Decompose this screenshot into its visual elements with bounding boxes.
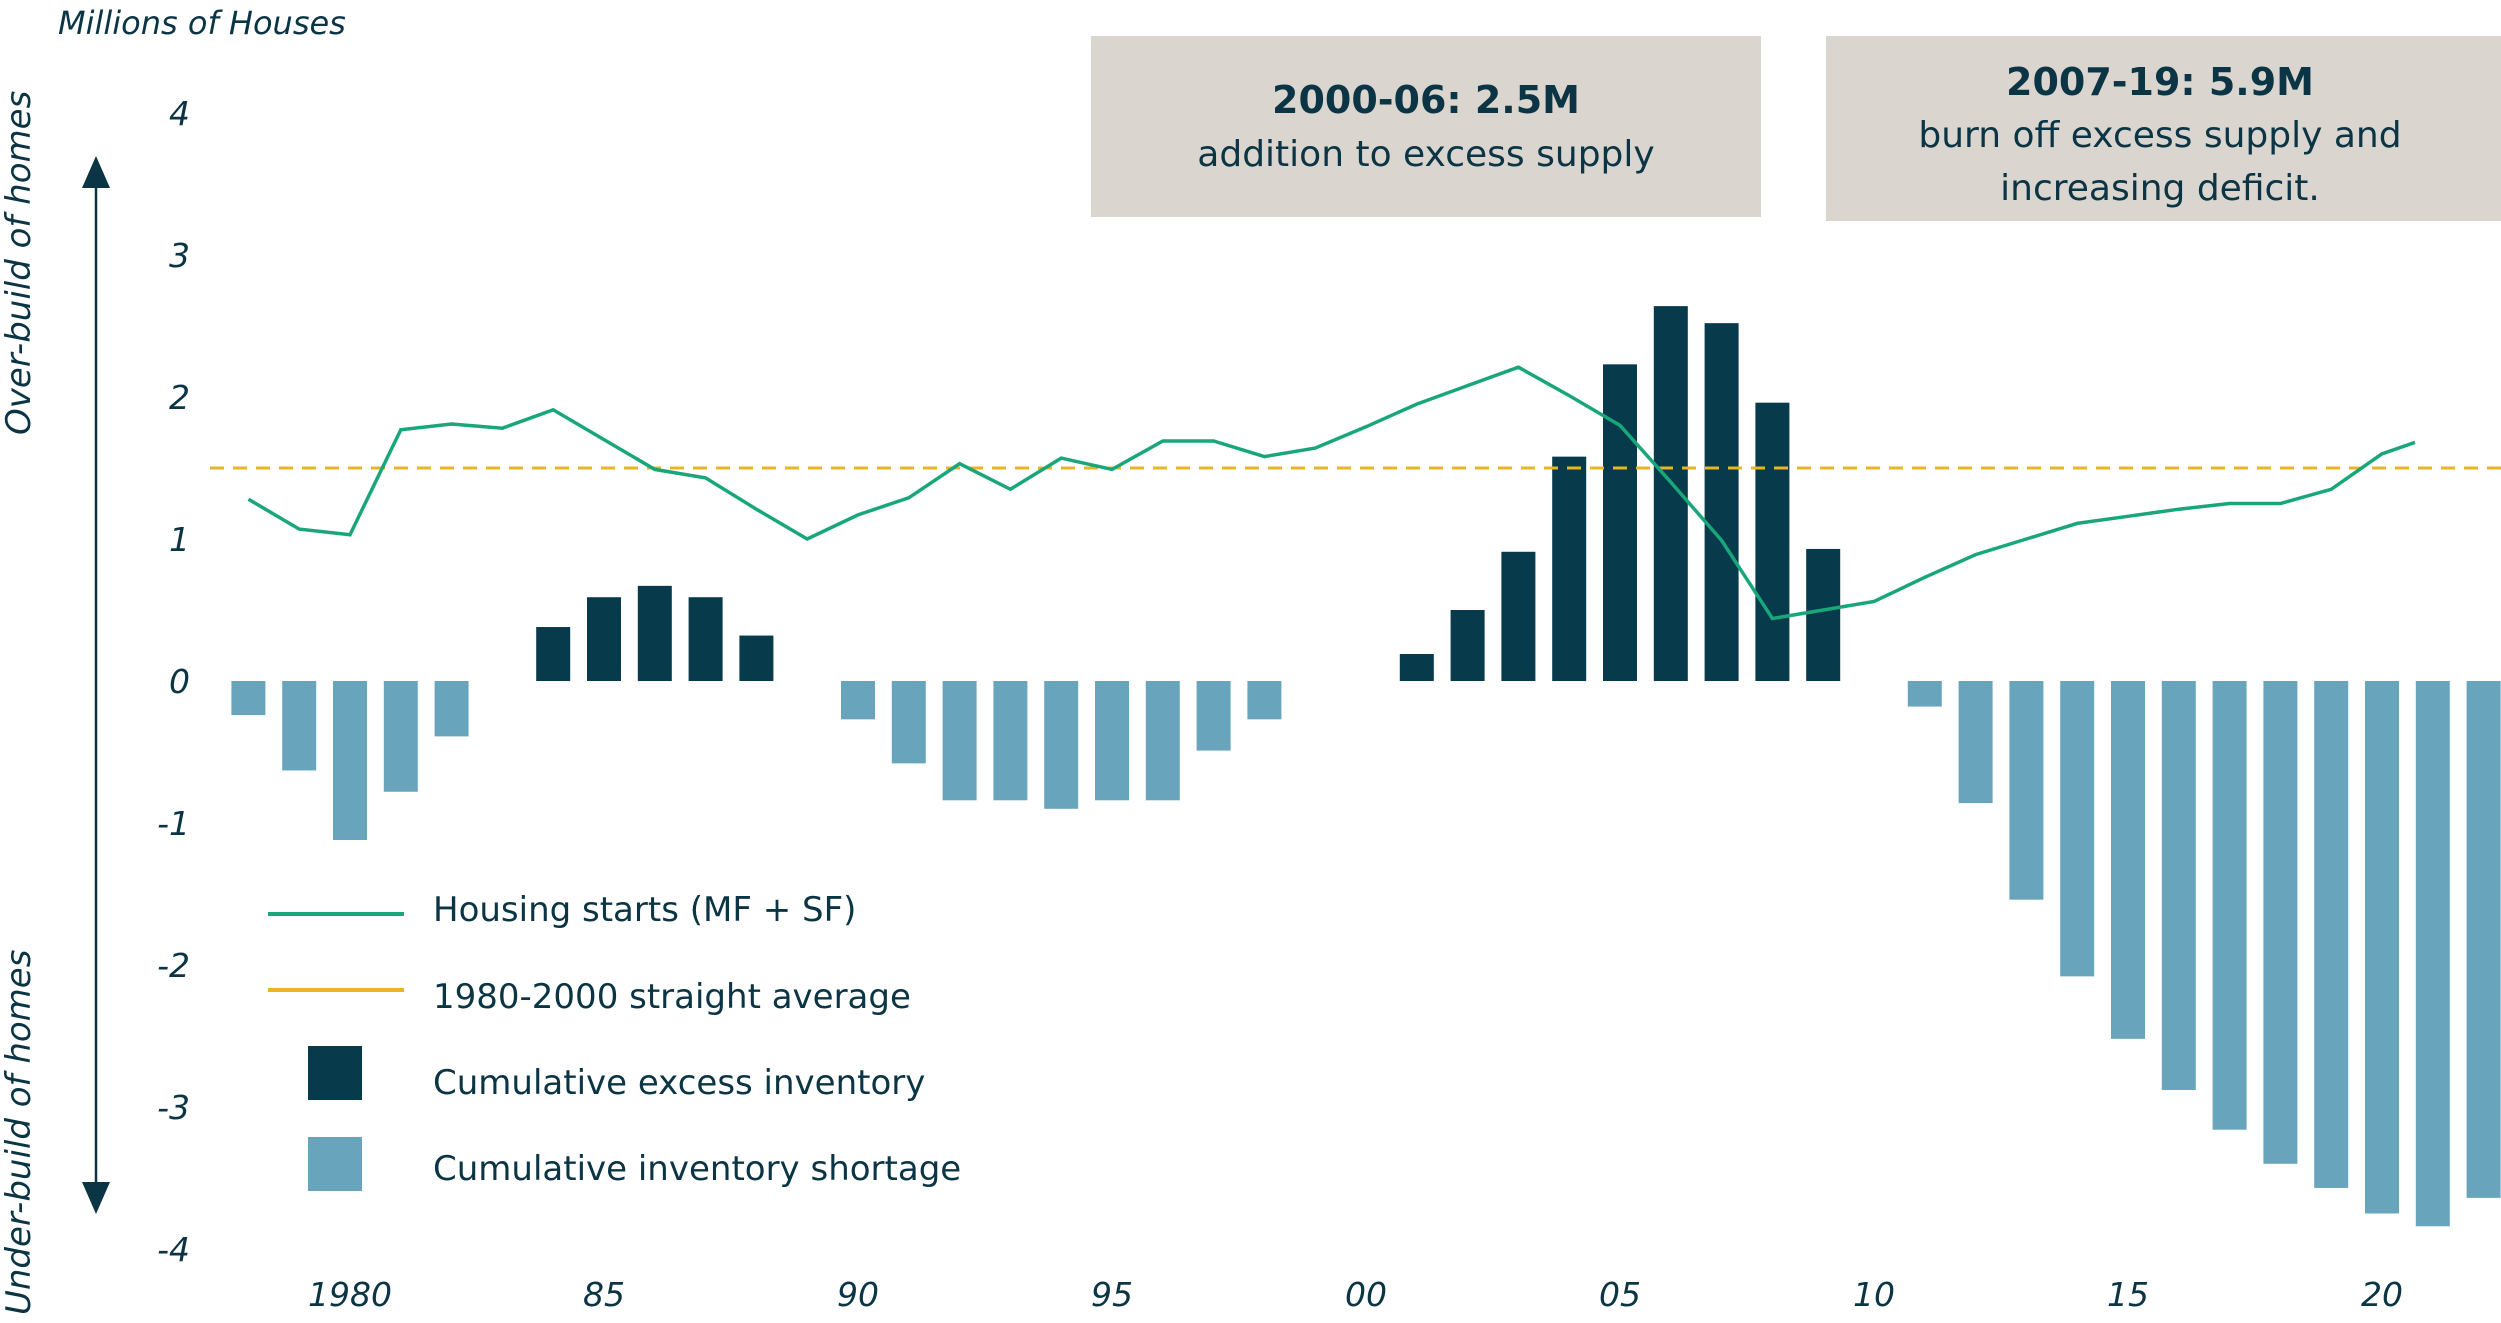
excess-bar	[1704, 323, 1739, 681]
annotation-2007-19: 2007-19: 5.9M burn off excess supply and…	[1826, 36, 2501, 221]
shortage-bar	[2466, 681, 2501, 1198]
bars-group	[231, 306, 2501, 1227]
excess-bar	[1501, 551, 1536, 681]
shortage-bar	[993, 681, 1028, 801]
excess-bar	[536, 627, 571, 681]
shortage-bar	[1907, 681, 1942, 707]
annotation-box	[1826, 36, 2501, 221]
shortage-bar	[942, 681, 977, 801]
excess-bar	[1603, 364, 1637, 681]
y-tick-label: -2	[157, 946, 190, 985]
direction-arrow	[82, 156, 110, 1214]
y-axis-ticks: 4 3 2 1 0 -1 -2 -3 -4	[157, 94, 190, 1269]
shortage-bar	[1145, 681, 1180, 801]
y-tick-label: 0	[169, 662, 190, 701]
y-tick-label: -3	[157, 1088, 190, 1127]
x-tick-label: 1980	[308, 1275, 392, 1314]
legend-label: Housing starts (MF + SF)	[433, 890, 856, 930]
shortage-bar	[2111, 681, 2145, 1039]
excess-bar	[1806, 548, 1841, 681]
shortage-bar	[2060, 681, 2095, 977]
excess-bar	[1450, 610, 1485, 681]
shortage-bar	[1044, 681, 1079, 809]
x-axis-ticks: 1980 85 90 95 00 05 10 15 20	[308, 1275, 2403, 1314]
shortage-bar	[2009, 681, 2044, 900]
excess-bar	[739, 635, 774, 681]
y-axis-title: Millions of Houses	[58, 4, 346, 42]
shortage-bar	[1095, 681, 1129, 801]
annotation-box	[1091, 36, 1761, 217]
excess-bar	[688, 597, 723, 681]
over-build-label: Over-build of homes	[0, 91, 39, 435]
excess-bar	[587, 597, 621, 681]
y-tick-label: 4	[169, 94, 190, 133]
x-tick-label: 15	[2107, 1275, 2149, 1314]
annotation-text: addition to excess supply	[1197, 134, 1654, 175]
y-tick-label: 3	[169, 236, 190, 275]
excess-bar	[1755, 402, 1790, 681]
x-tick-label: 85	[583, 1275, 625, 1314]
excess-bar	[1552, 456, 1587, 681]
shortage-bar	[2415, 681, 2450, 1227]
legend-swatch-excess	[308, 1046, 362, 1100]
x-tick-label: 20	[2361, 1275, 2403, 1314]
annotation-text: increasing deficit.	[2000, 168, 2320, 209]
annotation-title: 2007-19: 5.9M	[2006, 60, 2314, 104]
excess-bar	[1399, 654, 1434, 681]
y-tick-label: -4	[157, 1230, 190, 1269]
shortage-bar	[383, 681, 418, 792]
shortage-bar	[2314, 681, 2349, 1188]
x-tick-label: 95	[1091, 1275, 1133, 1314]
legend-label: Cumulative inventory shortage	[433, 1149, 961, 1189]
legend-swatch-shortage	[308, 1137, 362, 1191]
annotation-2000-06: 2000-06: 2.5M addition to excess supply	[1091, 36, 1761, 217]
shortage-bar	[1958, 681, 1993, 804]
x-tick-label: 05	[1599, 1275, 1641, 1314]
legend-label: Cumulative excess inventory	[433, 1063, 925, 1103]
shortage-bar	[2263, 681, 2298, 1164]
shortage-bar	[434, 681, 469, 737]
shortage-bar	[2212, 681, 2247, 1130]
housing-starts-line	[247, 365, 2416, 621]
y-tick-label: 1	[169, 520, 190, 559]
annotation-text: burn off excess supply and	[1918, 115, 2401, 156]
shortage-bar	[1196, 681, 1231, 751]
x-tick-label: 00	[1345, 1275, 1387, 1314]
shortage-bar	[1247, 681, 1282, 720]
shortage-bar	[231, 681, 266, 716]
under-build-label: Under-build of homes	[0, 950, 39, 1315]
shortage-bar	[333, 681, 367, 841]
annotation-title: 2000-06: 2.5M	[1272, 78, 1580, 122]
x-tick-label: 90	[837, 1275, 879, 1314]
y-tick-label: 2	[169, 378, 190, 417]
shortage-bar	[2161, 681, 2196, 1090]
shortage-bar	[841, 681, 875, 720]
shortage-bar	[891, 681, 926, 764]
legend-label: 1980-2000 straight average	[433, 977, 911, 1017]
legend: Housing starts (MF + SF) 1980-2000 strai…	[268, 890, 961, 1191]
excess-bar	[637, 585, 672, 681]
shortage-bar	[282, 681, 317, 771]
shortage-bar	[2365, 681, 2399, 1214]
x-tick-label: 10	[1853, 1275, 1895, 1314]
y-tick-label: -1	[157, 804, 190, 843]
